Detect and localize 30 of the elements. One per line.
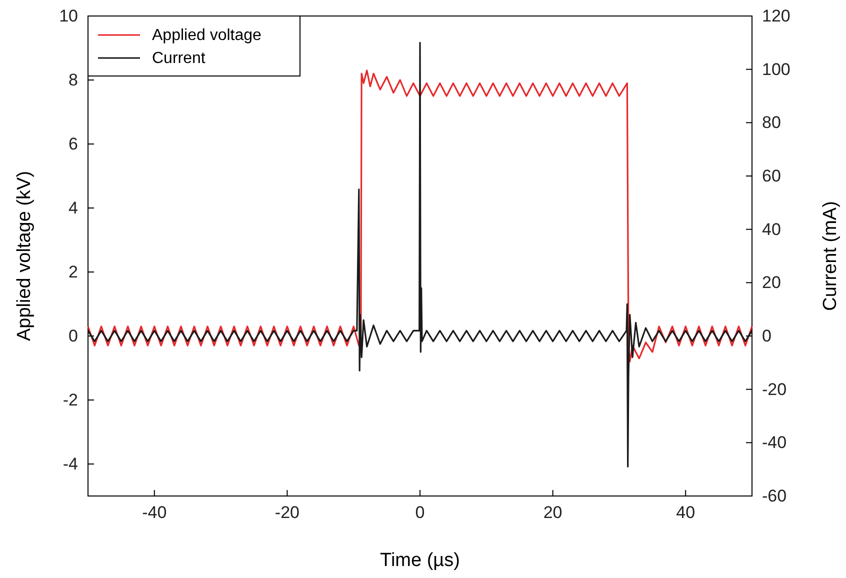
y-axis-title: Applied voltage (kV)	[14, 170, 35, 342]
y2-tick-label: 100	[762, 60, 790, 79]
y-tick-label: 2	[68, 262, 78, 282]
x-tick-label: 0	[415, 503, 425, 522]
line-series	[87, 70, 753, 362]
y2-tick-label: -20	[762, 380, 787, 399]
y2-tick-label: 60	[762, 166, 781, 186]
y-tick-label: 8	[68, 70, 78, 90]
y-tick-label: 4	[68, 198, 78, 218]
y-tick-label: -2	[62, 390, 78, 410]
y2-tick-label: 40	[762, 220, 781, 239]
y2-tick-label: -60	[762, 486, 787, 506]
y2-axis-title: Current (mA)	[820, 201, 841, 311]
x-axis-title: Time (µs)	[380, 550, 460, 571]
y2-tick-label: -40	[762, 433, 787, 452]
y2-tick-label: 80	[762, 113, 781, 132]
legend-label: Applied voltage	[152, 27, 262, 44]
x-tick-label: 20	[543, 503, 562, 522]
y2-tick-label: 20	[762, 273, 781, 292]
x-tick-label: -20	[274, 503, 300, 522]
y2-tick-label: 120	[762, 6, 790, 26]
y-tick-label: 10	[59, 6, 78, 26]
y-tick-label: 0	[68, 326, 78, 346]
x-tick-label: 40	[676, 503, 696, 522]
y2-tick-label: 0	[762, 326, 772, 346]
line-series	[87, 42, 753, 468]
x-tick-label: -40	[142, 503, 167, 522]
y-tick-label: -4	[62, 454, 78, 474]
y-tick-label: 6	[68, 134, 78, 154]
legend-label: Current	[152, 50, 206, 67]
